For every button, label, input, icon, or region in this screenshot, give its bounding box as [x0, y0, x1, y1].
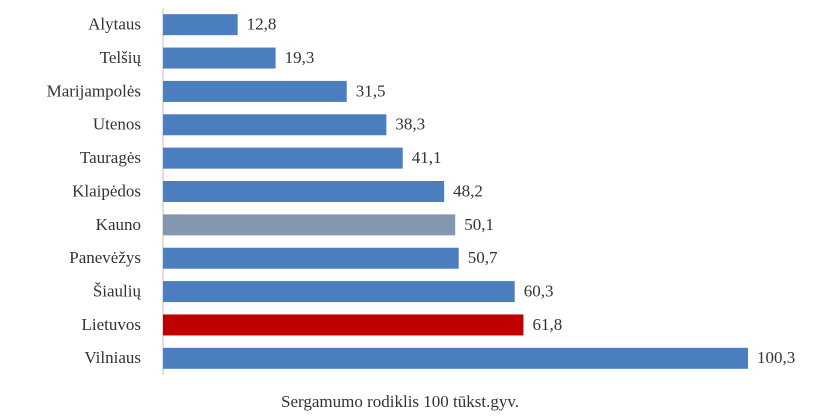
- data-label: 12,8: [247, 15, 277, 34]
- data-label: 41,1: [412, 148, 442, 167]
- y-tick-label: Telšių: [100, 48, 142, 67]
- data-label: 48,2: [453, 181, 483, 200]
- bar: [163, 247, 459, 269]
- bar: [163, 80, 347, 102]
- y-tick-label: Utenos: [93, 115, 141, 134]
- y-tick-label: Kauno: [96, 215, 141, 234]
- data-label: 31,5: [356, 81, 386, 100]
- bar: [163, 214, 456, 236]
- y-tick-label: Vilniaus: [84, 348, 141, 367]
- bar: [163, 114, 387, 136]
- bar: [163, 347, 748, 369]
- y-tick-label: Alytaus: [88, 15, 141, 34]
- y-tick-label: Klaipėdos: [72, 181, 141, 200]
- x-axis-label: Sergamumo rodiklis 100 tūkst.gyv.: [281, 392, 519, 411]
- bar: [163, 147, 403, 169]
- y-tick-label: Tauragės: [80, 148, 141, 167]
- data-label: 50,1: [464, 215, 494, 234]
- data-label: 19,3: [285, 48, 315, 67]
- bar: [163, 47, 276, 69]
- bar: [163, 314, 524, 336]
- data-label: 50,7: [468, 248, 498, 267]
- bar: [163, 14, 238, 36]
- y-tick-label: Panevėžys: [69, 248, 141, 267]
- bar: [163, 181, 445, 202]
- y-tick-label: Šiaulių: [93, 281, 142, 300]
- data-label: 60,3: [524, 281, 554, 300]
- data-label: 61,8: [532, 315, 562, 334]
- bar: [163, 281, 515, 303]
- y-tick-label: Marijampolės: [47, 81, 141, 100]
- y-tick-label: Lietuvos: [82, 315, 142, 334]
- data-label: 100,3: [757, 348, 795, 367]
- data-label: 38,3: [395, 115, 425, 134]
